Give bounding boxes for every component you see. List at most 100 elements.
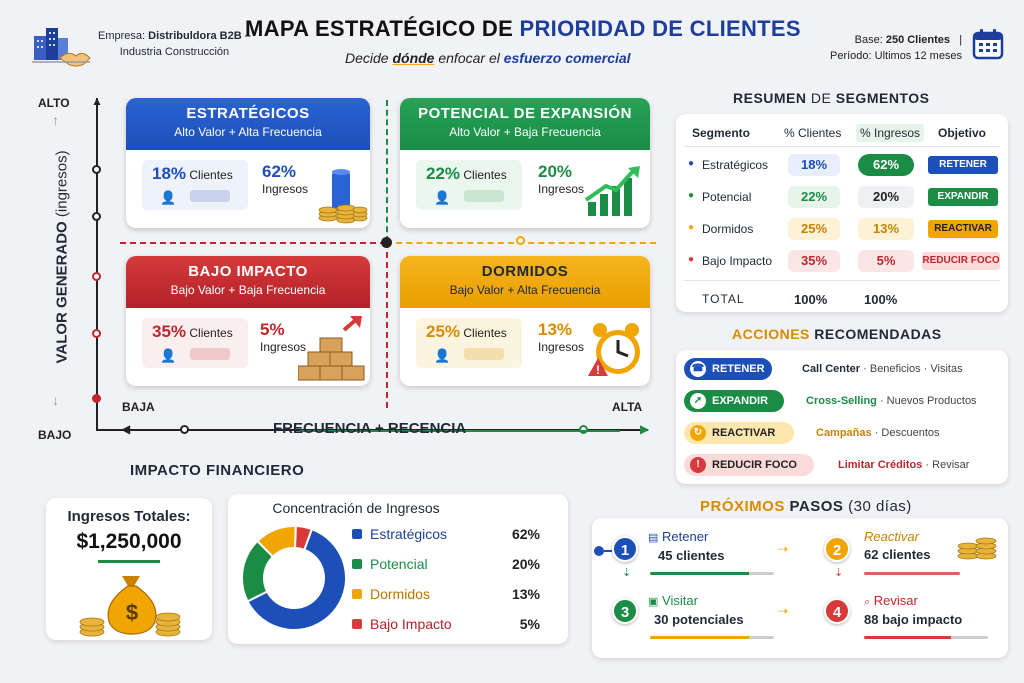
visit-icon: ▣ (648, 596, 659, 608)
y-axis-marker (92, 212, 101, 221)
x-axis-title-part-3: RECENCIA (387, 420, 467, 437)
income-label: Ingresos (538, 182, 585, 196)
coins-icon (957, 537, 997, 560)
y-axis-arrowhead-icon: ▲ (91, 94, 103, 108)
clients-pct: 22% (788, 186, 840, 208)
summary-total-row: TOTAL 100% 100% (676, 284, 1008, 314)
quadrant-title: BAJO IMPACTO (188, 263, 308, 280)
warning-icon: ! (690, 457, 706, 473)
y-axis-marker (92, 165, 101, 174)
income-pct: 62% (858, 154, 914, 176)
clients-stat: 35% Clientes 👤 (142, 318, 248, 368)
summary-header-income: % Ingresos (856, 124, 925, 142)
title-part-3: PRIORIDAD DE CLIENTES (519, 16, 801, 41)
income-pct: 62% (262, 162, 297, 181)
money-bag-icon: $ (79, 576, 181, 637)
concentration-card: Concentración de Ingresos Estratégicos 62… (228, 494, 568, 644)
action-label: RETENER (712, 363, 765, 375)
action-row: ☎ RETENER Call Center · Beneficios · Visi… (684, 358, 1004, 382)
income-pct: 13% (538, 320, 573, 339)
total-income-value: $1,250,000 (76, 530, 182, 553)
step-1[interactable]: ▤ Retener 45 clientes (648, 528, 725, 565)
y-axis-title-main: VALOR GENERADO (53, 221, 71, 364)
clients-label: Clientes (463, 326, 507, 340)
arrow-down-icon: ⇣ (622, 567, 632, 579)
people-group-icon (464, 348, 504, 360)
income-pct: 13% (858, 218, 914, 240)
step-3[interactable]: ▣ Visitar 30 potenciales (648, 592, 744, 629)
next-steps-title: PRÓXIMOS PASOS (30 días) (700, 498, 912, 515)
company-name: Distribuldora B2B – (148, 30, 251, 42)
actions-title-part-1: ACCIONES (732, 326, 810, 342)
buildings-handshake-icon (32, 28, 91, 67)
subtitle-part-4: esfuerzo comercial (503, 50, 631, 66)
company-info: Empresa: Distribuldora B2B – Industria C… (98, 28, 251, 60)
subtitle-part-1: Decide (345, 50, 393, 66)
total-income: 100% (864, 292, 898, 307)
x-axis-green-segment (300, 430, 620, 432)
timeline-dot (594, 546, 604, 556)
legend-value: 20% (511, 556, 540, 572)
people-group-icon (464, 190, 504, 202)
next-steps-title-part-2: PASOS (784, 498, 849, 515)
step-number: 4 (824, 598, 850, 624)
quadrant-subtitle: Bajo Valor + Alta Frecuencia (449, 283, 601, 297)
action-detail-strong: Call Center (802, 363, 861, 375)
step-number: 3 (612, 598, 638, 624)
quadrant-header: DORMIDOS Bajo Valor + Alta Frecuencia (400, 256, 650, 308)
boxes-icon (298, 316, 365, 381)
concentration-title: Concentración de Ingresos (272, 500, 440, 516)
summary-header-objective: Objetivo (938, 126, 987, 140)
calendar-icon (972, 29, 1004, 60)
step-action: Reactivar (864, 529, 919, 544)
quadrant-subtitle: Alto Valor + Baja Frecuencia (449, 125, 601, 139)
x-axis-arrowhead-icon: ▶ (640, 422, 650, 436)
action-row: ➚ EXPANDIR Cross-Selling · Nuevos Product… (684, 390, 1004, 414)
summary-row: ● Bajo Impacto 35% 5% REDUCIR FOCO (676, 246, 1008, 276)
quadrant-bajo-impacto: BAJO IMPACTO Bajo Valor + Baja Frecuenci… (126, 256, 370, 386)
x-axis-marker (180, 425, 189, 434)
next-steps-title-part-1: PRÓXIMOS (700, 498, 785, 515)
legend-swatch (352, 589, 362, 599)
actions-title-part-2: RECOMENDADAS (809, 326, 942, 342)
y-axis-line (96, 98, 98, 430)
summary-header-segment: Segmento (692, 126, 751, 140)
summary-row: ● Estratégicos 18% 62% RETENER (676, 150, 1008, 180)
center-marker (381, 237, 392, 248)
step-4[interactable]: ⌕ Revisar 88 bajo impacto (864, 592, 962, 629)
person-icon: 👤 (160, 190, 177, 205)
action-detail-rest: · Descuentos (871, 427, 940, 439)
action-label: REACTIVAR (712, 427, 776, 439)
step-2[interactable]: Reactivar 62 clientes (864, 528, 931, 564)
step-target: 45 clientes (658, 548, 725, 563)
clients-pct: 18% (152, 164, 187, 183)
action-pill-expandir[interactable]: ➚ EXPANDIR (684, 390, 784, 412)
legend-label: Dormidos (370, 586, 430, 602)
summary-title: RESUMEN DE SEGMENTOS (733, 90, 929, 106)
arrow-down-icon: ↓ (52, 392, 59, 408)
income-pct: 5% (260, 320, 285, 339)
title-part-2: DE (475, 16, 520, 41)
y-axis-marker (92, 272, 101, 281)
legend-value: 5% (519, 616, 540, 632)
legend-swatch (352, 619, 362, 629)
total-label: TOTAL (702, 292, 745, 306)
action-pill-retener[interactable]: ☎ RETENER (684, 358, 772, 380)
action-detail: Cross-Selling · Nuevos Productos (806, 395, 977, 407)
clients-label: Clientes (189, 168, 233, 182)
action-pill-reactivar[interactable]: ↻ REACTIVAR (684, 422, 794, 444)
company-label: Empresa: (98, 30, 146, 42)
x-axis-title-part-2: + (370, 420, 388, 437)
quadrant-estrategicos: ESTRATÉGICOS Alto Valor + Alta Frecuenci… (126, 98, 370, 228)
step-action: Retener (662, 529, 709, 544)
action-detail-rest: · Beneficios · Visitas (860, 363, 963, 375)
quadrant-header: POTENCIAL DE EXPANSIÓN Alto Valor + Baja… (400, 98, 650, 150)
step-number: 2 (824, 536, 850, 562)
y-axis-title: VALOR GENERADO (ingresos) (53, 150, 71, 364)
next-steps-panel: 1 ▤ Retener 45 clientes ⇢ 2 Reactivar 62… (592, 518, 1008, 658)
bullet-icon: ● (688, 158, 695, 169)
legend-label: Estratégicos (370, 526, 448, 542)
action-pill-reducir-foco[interactable]: ! REDUCIR FOCO (684, 454, 814, 476)
actions-panel: ☎ RETENER Call Center · Beneficios · Visi… (676, 350, 1008, 484)
financial-title: IMPACTO FINANCIERO (130, 462, 305, 479)
